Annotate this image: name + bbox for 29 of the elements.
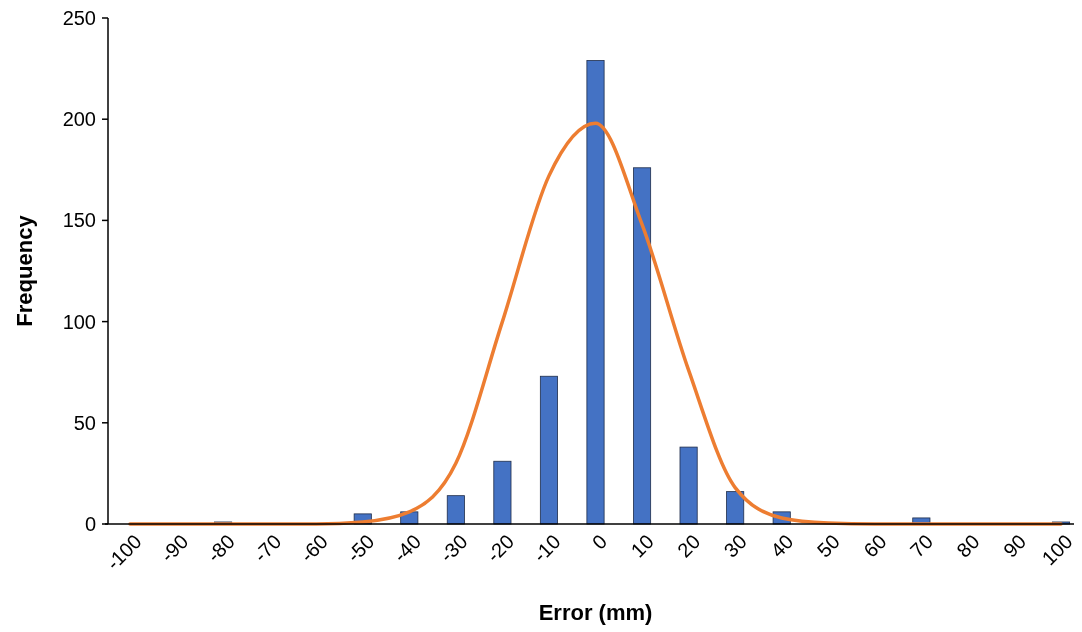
y-tick-label: 150: [62, 209, 96, 232]
x-tick-label: 80: [952, 530, 984, 562]
x-tick-label: 70: [905, 530, 938, 562]
x-tick-label: -90: [156, 530, 193, 567]
y-tick-label: 0: [84, 513, 96, 535]
x-tick-label: 100: [1037, 530, 1077, 570]
x-tick-label: 10: [626, 530, 658, 562]
x-tick-label: 20: [673, 530, 705, 562]
x-tick-label: 30: [719, 530, 751, 562]
y-tick-label: 50: [73, 411, 96, 434]
x-tick-label: 0: [587, 530, 612, 554]
x-tick-label: 40: [766, 530, 798, 562]
x-tick-label: -50: [342, 530, 379, 567]
x-tick-label: -60: [295, 530, 332, 567]
x-tick-label: -40: [389, 530, 426, 567]
y-tick-label: 250: [62, 7, 96, 29]
y-tick-label: 200: [62, 108, 96, 131]
x-tick-label: -10: [528, 530, 565, 567]
x-tick-label: -100: [101, 530, 146, 575]
x-tick-label: 90: [998, 530, 1031, 562]
x-tick-label: 60: [859, 530, 891, 562]
y-tick-label: 100: [62, 310, 96, 333]
y-axis-title: Frequency: [12, 214, 37, 327]
x-axis-title: Error (mm): [538, 600, 653, 625]
x-tick-label: -70: [249, 530, 286, 567]
x-tick-label: 50: [812, 530, 845, 562]
x-tick-label: -80: [202, 530, 239, 567]
x-tick-label: -20: [482, 530, 519, 567]
x-tick-label: -30: [435, 530, 472, 567]
